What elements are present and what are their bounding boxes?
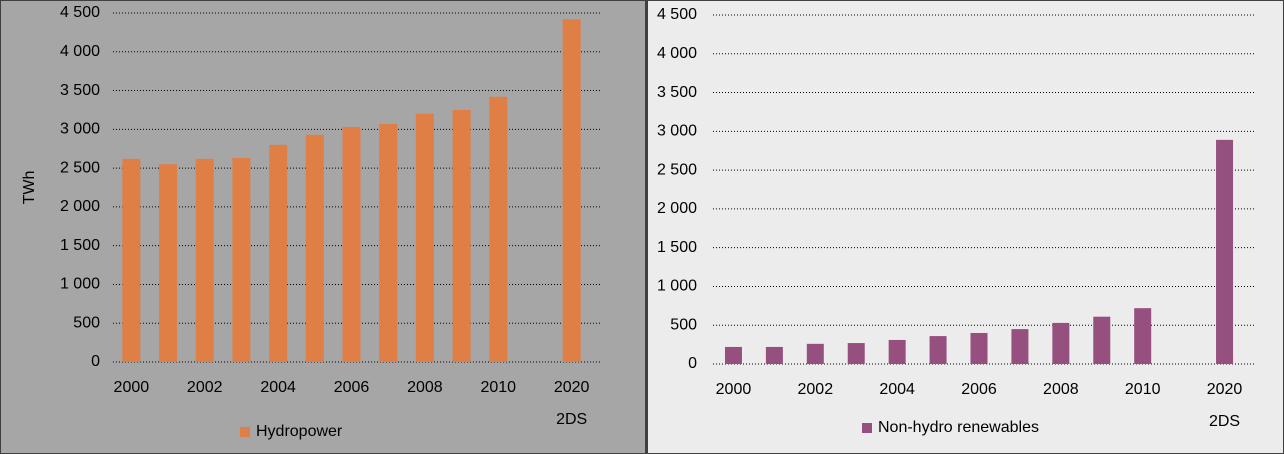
y-tick-label: 3 000 [60,121,100,138]
y-tick-label: 3 000 [657,123,697,140]
x-tick-label: 2002 [797,381,834,398]
bar [1011,329,1029,364]
y-tick-label: 2 500 [657,161,697,178]
legend-label: Non-hydro renewables [878,419,1039,436]
bar [1093,316,1111,364]
bar [452,109,471,362]
bar [122,158,141,362]
legend-swatch [240,427,250,437]
y-tick-label: 3 500 [60,82,100,99]
y-tick-label: 2 500 [60,159,100,176]
x-tick-label: 2006 [333,379,370,396]
y-tick-label: 0 [688,355,697,372]
legend-swatch [862,423,872,433]
y-tick-label: 500 [73,314,100,331]
bar [269,144,288,362]
x-tick-label: 2020 2DS [1206,381,1243,430]
bar [1216,139,1234,364]
x-tick-label: 2000 [715,381,752,398]
bar [232,158,251,362]
bar [342,127,361,362]
bar [415,113,434,362]
legend-label: Hydropower [256,423,343,440]
y-tick-label: 4 000 [657,45,697,62]
y-axis-label: TWh [21,171,38,205]
bar [847,343,865,364]
y-tick-label: 2 000 [60,198,100,215]
y-tick-label: 1 000 [60,276,100,293]
bar [562,19,581,363]
x-tick-label: 2004 [260,379,296,396]
x-tick-label: 2004 [879,381,915,398]
y-tick-label: 0 [91,353,100,370]
y-tick-label: 2 000 [657,200,697,217]
y-tick-label: 1 500 [60,237,100,254]
x-tick-label: 2010 [1124,381,1161,398]
x-tick-label: 2008 [1043,381,1079,398]
y-tick-label: 4 000 [60,43,100,60]
x-tick-label: 2008 [407,379,443,396]
bar [305,134,324,362]
y-tick-label: 500 [670,316,697,333]
bar [806,343,824,364]
bar [379,123,398,362]
bar [888,339,906,364]
bar [929,336,947,364]
bar [724,346,742,364]
x-tick-label: 2010 [480,379,517,396]
bar [489,96,508,362]
bar [159,164,178,362]
y-tick-label: 4 500 [657,6,697,23]
right-panel [646,0,1284,454]
bar [195,158,214,362]
x-tick-label: 2002 [186,379,223,396]
y-tick-label: 1 500 [657,239,697,256]
bar [765,346,783,364]
y-tick-label: 1 000 [657,278,697,295]
y-tick-label: 4 500 [60,4,100,21]
x-tick-label: 2006 [961,381,997,398]
bar [1134,308,1152,364]
bar [970,332,988,364]
x-tick-label: 2000 [113,379,150,396]
x-tick-label: 2020 2DS [553,379,590,428]
y-tick-label: 3 500 [657,84,697,101]
bar [1052,322,1070,364]
